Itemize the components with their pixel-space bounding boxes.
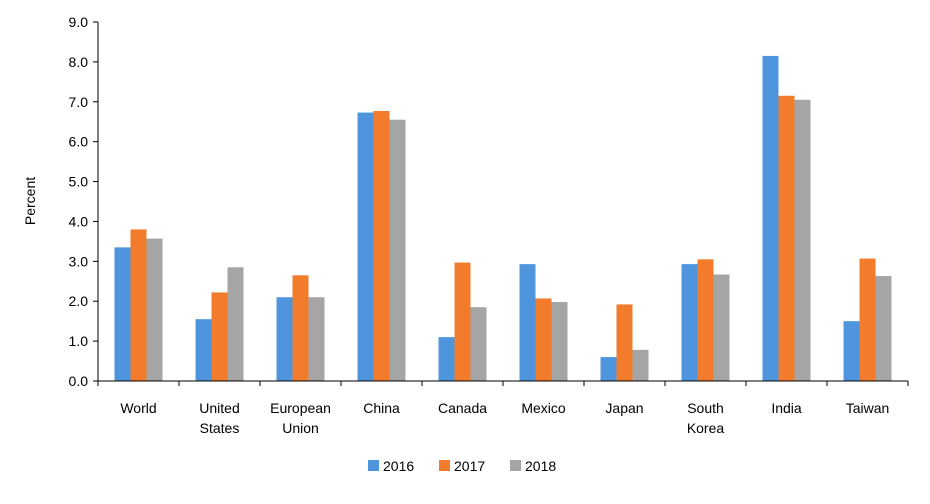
y-tick-label: 2.0 [69, 293, 89, 309]
bar-2016-world [114, 247, 131, 381]
legend-label-2016: 2016 [383, 458, 414, 474]
y-tick-label: 6.0 [69, 134, 89, 150]
bar-2018-taiwan [875, 276, 892, 381]
bar-2017-china [373, 110, 390, 382]
y-axis-ticks: 0.0 1.0 2.0 3.0 4.0 5.0 6.0 7.0 8.0 9.0 [69, 14, 98, 389]
bar-2018-south-korea [713, 274, 730, 381]
y-tick-label: 1.0 [69, 333, 89, 349]
bar-2018-mexico [551, 302, 568, 381]
x-category-label: China [363, 400, 400, 416]
x-category-label: Japan [605, 400, 643, 416]
x-category-label: Canada [438, 400, 487, 416]
bar-2018-japan [632, 349, 649, 381]
x-category-label: World [120, 400, 156, 416]
y-tick-label: 8.0 [69, 54, 89, 70]
bar-2016-taiwan [843, 321, 860, 381]
x-category-label: India [771, 400, 802, 416]
bar-2017-mexico [535, 298, 552, 381]
legend: 2016 2017 2018 [368, 458, 556, 474]
x-axis-categories: World United States European Union China Canad… [120, 400, 889, 436]
legend-swatch-2016 [368, 460, 379, 471]
legend-label-2017: 2017 [454, 458, 485, 474]
bar-2016-canada [438, 337, 455, 381]
bar-2016-india [762, 55, 779, 382]
x-category-label: Taiwan [846, 400, 890, 416]
legend-swatch-2018 [510, 460, 521, 471]
bar-2016-united-states [195, 319, 212, 381]
y-tick-label: 9.0 [69, 14, 89, 30]
bar-2018-united-states [227, 267, 244, 381]
x-category-label: Mexico [521, 400, 566, 416]
bar-2018-india [794, 99, 811, 382]
legend-label-2018: 2018 [525, 458, 556, 474]
y-tick-label: 4.0 [69, 213, 89, 229]
bar-2017-european-union [292, 275, 309, 381]
y-tick-label: 3.0 [69, 253, 89, 269]
y-tick-label: 0.0 [69, 373, 89, 389]
y-tick-label: 7.0 [69, 94, 89, 110]
bar-2017-canada [454, 262, 471, 381]
bar-2017-taiwan [859, 258, 876, 381]
bar-2018-canada [470, 307, 487, 381]
bar-2016-south-korea [681, 264, 698, 381]
x-category-label: United States [199, 400, 239, 436]
bar-2016-european-union [276, 297, 293, 381]
bar-2016-japan [600, 357, 617, 381]
bar-2017-south-korea [697, 259, 714, 381]
bar-2016-mexico [519, 264, 536, 381]
bar-2016-china [357, 112, 374, 381]
bar-2017-united-states [211, 292, 228, 381]
y-axis-label: Percent [22, 177, 38, 225]
bar-2018-world [146, 238, 163, 381]
legend-swatch-2017 [439, 460, 450, 471]
bar-2017-world [130, 229, 147, 381]
bar-2017-japan [616, 304, 633, 381]
x-category-label: South Korea [687, 400, 725, 436]
bar-2017-india [778, 95, 795, 382]
y-tick-label: 5.0 [69, 174, 89, 190]
bar-2018-european-union [308, 297, 325, 381]
bar-2018-china [389, 119, 406, 381]
axes [97, 22, 909, 386]
bars [114, 55, 892, 382]
x-category-label: European Union [270, 400, 331, 436]
